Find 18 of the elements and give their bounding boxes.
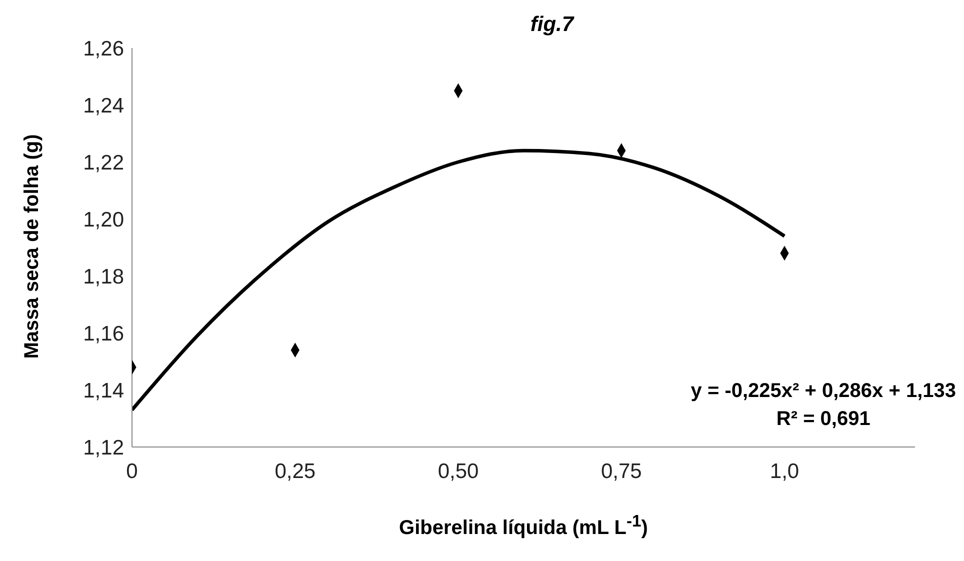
chart-title: fig.7 — [530, 13, 574, 36]
x-tick-label: 0,50 — [438, 460, 479, 483]
y-tick-label: 1,22 — [83, 151, 124, 174]
y-axis-title: Massa seca de folha (g) — [20, 134, 42, 358]
y-tick-label: 1,18 — [83, 265, 124, 288]
y-tick-label: 1,16 — [83, 322, 124, 346]
x-tick-label: 0 — [126, 460, 138, 483]
x-tick-label: 0,75 — [600, 460, 642, 483]
y-tick-label: 1,20 — [83, 208, 124, 232]
x-tick-label: 0,25 — [274, 460, 316, 483]
y-tick-label: 1,26 — [83, 37, 124, 60]
y-tick-label: 1,14 — [83, 379, 124, 402]
x-axis-title: Giberelina líquida (mL L$^{-1}$) — [399, 511, 648, 539]
y-tick-label: 1,24 — [83, 94, 124, 118]
annotation: R² = 0,691 — [776, 408, 870, 430]
y-tick-label: 1,12 — [83, 436, 124, 460]
annotation: y = -0,225x² + 0,286x + 1,133 — [690, 380, 956, 402]
x-tick-label: 1,0 — [770, 460, 800, 483]
